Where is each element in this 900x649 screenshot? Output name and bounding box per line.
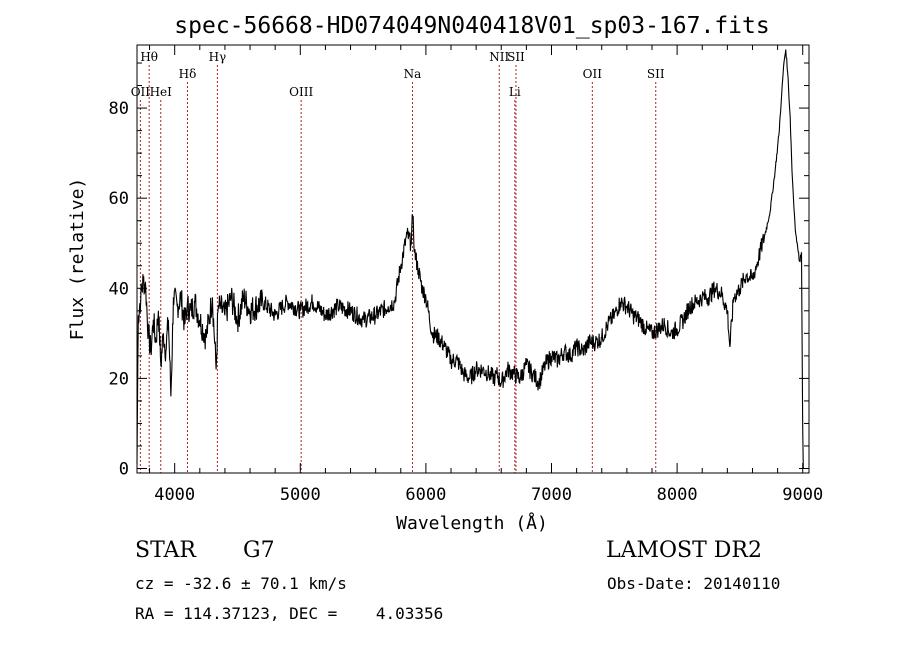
object-subclass: G7 (243, 538, 275, 563)
y-tick-label: 60 (109, 189, 129, 209)
spectral-line-label: OIII (289, 85, 313, 99)
spectral-line-label: NII (489, 50, 509, 64)
spectral-line-label: SII (507, 50, 525, 64)
object-class: STAR (135, 538, 196, 563)
y-tick-label: 0 (119, 459, 129, 479)
redshift-value: cz = -32.6 ± 70.1 km/s (135, 574, 347, 593)
y-axis-label: Flux (relative) (67, 178, 88, 341)
spectral-line-label: OII (583, 67, 603, 81)
sky-coordinates: RA = 114.37123, DEC = 4.03356 (135, 604, 444, 623)
spectral-line-label: OII (131, 85, 151, 99)
spectral-line-label: Li (509, 85, 521, 99)
x-tick-label: 8000 (657, 485, 698, 505)
spectral-line-label: SII (647, 67, 665, 81)
plot-frame (136, 44, 810, 474)
observation-date: Obs-Date: 20140110 (607, 574, 781, 593)
spectral-line-label: Hθ (140, 50, 158, 64)
spectrum-line (136, 49, 804, 469)
x-tick-label: 9000 (782, 485, 823, 505)
spectral-line-label: HeI (150, 85, 173, 99)
x-tick-label: 4000 (154, 485, 195, 505)
x-axis-label: Wavelength (Å) (396, 512, 548, 534)
x-tick-label: 6000 (405, 485, 446, 505)
spectral-line-label: Na (404, 67, 422, 81)
x-tick-label: 7000 (531, 485, 572, 505)
y-tick-label: 80 (109, 99, 129, 119)
spectral-line-label: Hγ (209, 50, 227, 64)
x-tick-label: 5000 (280, 485, 321, 505)
chart-title: spec-56668-HD074049N040418V01_sp03-167.f… (174, 13, 769, 39)
spectral-line-label: Hδ (179, 67, 197, 81)
survey-name: LAMOST DR2 (606, 538, 762, 563)
y-tick-label: 40 (109, 279, 129, 299)
y-tick-label: 20 (109, 369, 129, 389)
